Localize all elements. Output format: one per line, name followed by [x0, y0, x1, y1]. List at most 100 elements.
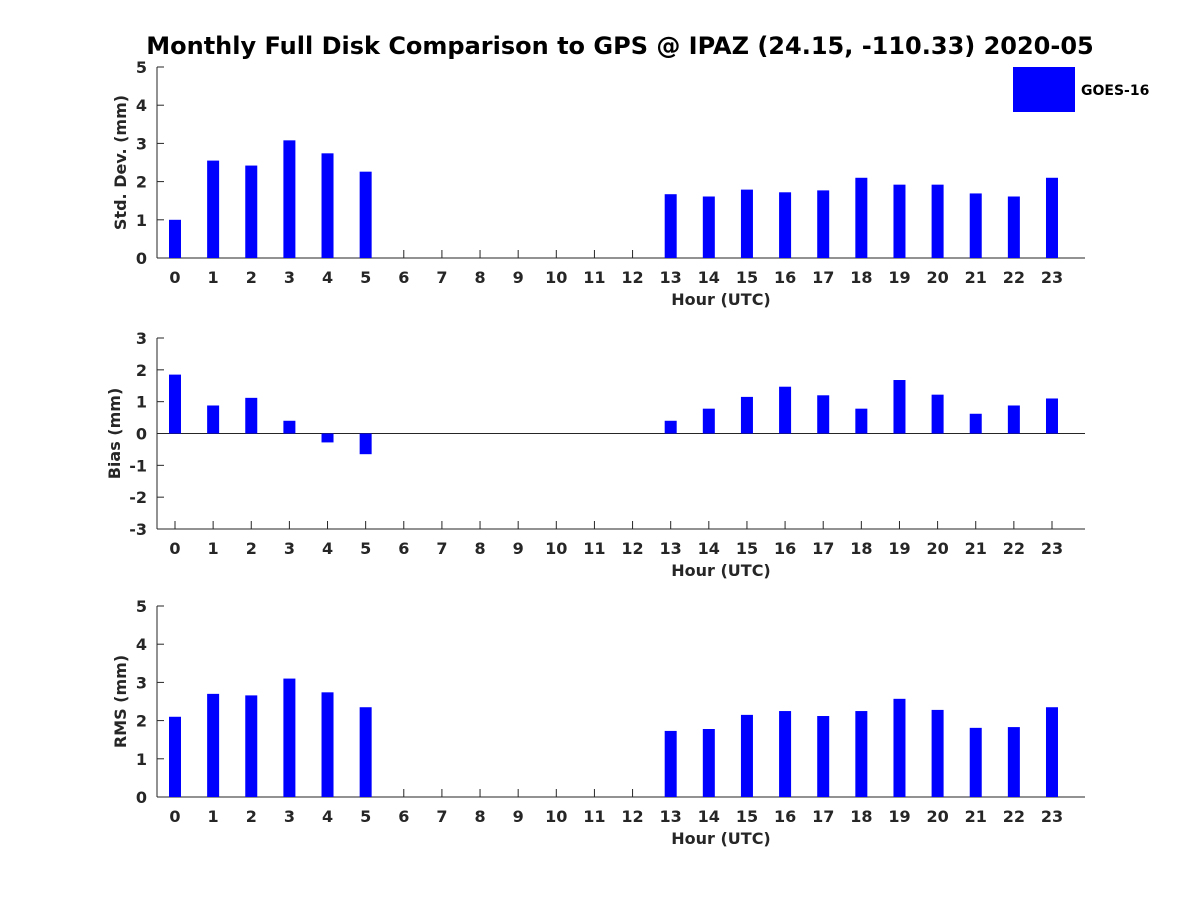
x-tick-label: 11: [583, 807, 605, 826]
x-tick-label: 1: [208, 539, 219, 558]
y-tick-label: 2: [136, 361, 147, 380]
bar: [321, 692, 334, 797]
y-tick-label: 1: [136, 211, 147, 230]
x-tick-label: 14: [698, 268, 720, 287]
bar: [1007, 196, 1020, 258]
x-tick-label: 23: [1041, 268, 1063, 287]
x-tick-label: 20: [926, 268, 948, 287]
y-tick-label: 5: [136, 597, 147, 616]
x-tick-label: 12: [621, 807, 643, 826]
bar: [1007, 405, 1020, 434]
bar: [283, 140, 296, 258]
bar: [779, 386, 792, 434]
bar: [1045, 177, 1058, 258]
y-tick-label: -1: [129, 456, 147, 475]
x-tick-label: 6: [398, 268, 409, 287]
x-tick-label: 3: [284, 539, 295, 558]
y-tick-label: 4: [136, 96, 147, 115]
y-tick-label: 4: [136, 635, 147, 654]
bar: [359, 171, 372, 258]
bar: [702, 408, 715, 434]
bar: [969, 193, 982, 258]
bar: [740, 189, 753, 258]
bar: [931, 394, 944, 434]
x-tick-label: 17: [812, 539, 834, 558]
x-tick-label: 14: [698, 539, 720, 558]
bar: [664, 194, 677, 258]
bar: [207, 405, 220, 434]
x-tick-label: 1: [208, 268, 219, 287]
bar: [702, 729, 715, 797]
x-tick-label: 0: [169, 807, 180, 826]
bar: [321, 153, 334, 258]
bar: [969, 413, 982, 434]
bar: [855, 177, 868, 258]
y-tick-label: -2: [129, 488, 147, 507]
x-tick-label: 10: [545, 268, 567, 287]
x-tick-label: 5: [360, 807, 371, 826]
x-tick-label: 6: [398, 807, 409, 826]
bar: [855, 408, 868, 434]
y-tick-label: 2: [136, 712, 147, 731]
bar: [893, 698, 906, 797]
x-tick-label: 20: [926, 807, 948, 826]
x-tick-label: 22: [1003, 807, 1025, 826]
x-tick-label: 19: [888, 807, 910, 826]
bar: [817, 716, 830, 797]
bar: [245, 165, 258, 258]
x-tick-label: 8: [474, 807, 485, 826]
bar: [779, 192, 792, 258]
bar: [702, 196, 715, 258]
x-tick-label: 3: [284, 807, 295, 826]
x-tick-label: 23: [1041, 539, 1063, 558]
bar: [1007, 727, 1020, 797]
x-tick-label: 2: [246, 539, 257, 558]
x-tick-label: 4: [322, 539, 333, 558]
x-tick-label: 9: [513, 268, 524, 287]
chart-title: Monthly Full Disk Comparison to GPS @ IP…: [146, 32, 1094, 60]
x-tick-label: 9: [513, 539, 524, 558]
x-tick-label: 22: [1003, 539, 1025, 558]
bar: [893, 380, 906, 434]
bar: [740, 396, 753, 434]
legend-swatch: [1013, 67, 1075, 112]
x-tick-label: 10: [545, 539, 567, 558]
bar: [1045, 398, 1058, 434]
x-tick-label: 10: [545, 807, 567, 826]
x-tick-label: 5: [360, 268, 371, 287]
bar: [931, 184, 944, 258]
x-tick-label: 7: [436, 539, 447, 558]
bar: [664, 730, 677, 797]
x-tick-label: 18: [850, 807, 872, 826]
y-axis-label: Std. Dev. (mm): [111, 95, 130, 230]
bar: [169, 374, 181, 434]
x-tick-label: 4: [322, 268, 333, 287]
bar: [931, 709, 944, 797]
x-tick-label: 0: [169, 268, 180, 287]
x-tick-label: 21: [965, 539, 987, 558]
x-tick-label: 19: [888, 539, 910, 558]
x-tick-label: 13: [660, 268, 682, 287]
x-tick-label: 16: [774, 539, 796, 558]
x-tick-label: 12: [621, 268, 643, 287]
x-tick-label: 11: [583, 268, 605, 287]
bar: [779, 711, 792, 797]
x-tick-label: 21: [965, 268, 987, 287]
x-tick-label: 7: [436, 268, 447, 287]
legend-label: GOES-16: [1081, 83, 1149, 99]
y-tick-label: 3: [136, 134, 147, 153]
x-tick-label: 15: [736, 807, 758, 826]
legend: GOES-16: [1013, 67, 1149, 112]
y-tick-label: 3: [136, 673, 147, 692]
y-tick-label: 0: [136, 788, 147, 807]
y-tick-label: 2: [136, 173, 147, 192]
x-tick-label: 16: [774, 807, 796, 826]
y-tick-label: 5: [136, 58, 147, 77]
x-tick-label: 16: [774, 268, 796, 287]
x-tick-label: 3: [284, 268, 295, 287]
y-tick-label: 1: [136, 393, 147, 412]
x-tick-label: 13: [660, 539, 682, 558]
